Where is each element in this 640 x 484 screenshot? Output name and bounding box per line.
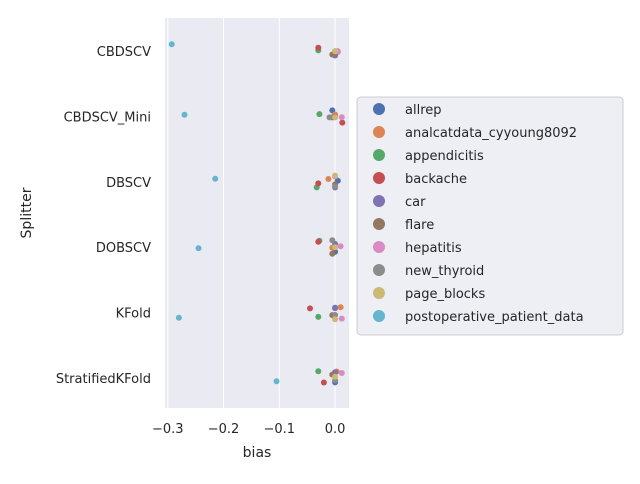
legend-label: backache [405,172,467,187]
x-tick-label: −0.2 [208,422,240,437]
data-point [315,44,322,51]
data-point [325,176,332,182]
data-point [175,314,182,321]
data-point [181,111,188,118]
data-point [337,243,344,250]
legend: allrep analcatdata_cyyoung8092 appendiciti… [356,96,624,336]
data-point [337,304,344,311]
data-point [338,114,345,121]
data-point [332,114,339,121]
legend-marker [373,149,385,161]
data-point [320,379,327,386]
data-point [315,238,322,245]
legend-label: new_thyroid [405,264,484,279]
legend-marker [373,264,385,276]
y-tick-label: StratifiedKFold [56,372,151,387]
y-axis-label: Splitter [19,187,35,238]
data-point [332,172,339,179]
legend-marker [373,172,385,184]
legend-label: postoperative_patient_data [405,310,584,325]
plot-background [165,18,349,408]
data-point [332,305,339,312]
legend-frame [356,96,624,336]
legend-label: analcatdata_cyyoung8092 [405,126,577,141]
data-point [332,183,339,190]
x-tick-label: 0.0 [325,422,346,437]
legend-marker [373,126,385,138]
data-point [195,245,202,252]
x-axis-label: bias [243,445,272,461]
data-point [332,244,339,251]
legend-label: appendicitis [405,149,484,164]
data-point [332,316,339,323]
legend-marker [373,103,385,115]
legend-label: flare [405,218,434,233]
data-point [315,180,322,187]
legend-label: page_blocks [405,287,485,302]
data-point [315,313,322,320]
data-point [273,378,280,385]
data-point [316,111,323,118]
data-point [338,315,345,322]
legend-marker [373,310,385,322]
y-tick-label: KFold [116,307,151,322]
grid-lines [167,18,336,408]
data-point [329,250,336,257]
x-tick-labels: −0.3 −0.2 −0.1 0.0 [152,422,345,437]
data-point [315,368,322,375]
legend-label: hepatitis [405,241,462,256]
y-tick-labels: CBDSCV CBDSCV_Mini DBSCV DOBSCV KFold Stratif… [56,45,151,387]
legend-marker [373,287,385,299]
x-tick-label: −0.3 [152,422,184,437]
y-tick-label: DOBSCV [96,241,151,256]
data-point [168,41,175,48]
legend-marker [373,241,385,253]
data-point [338,370,345,376]
data-point [332,48,339,55]
data-point [329,237,336,244]
y-tick-label: DBSCV [106,176,151,191]
y-tick-label: CBDSCV [97,45,151,60]
legend-marker [373,195,385,207]
legend-label: car [405,195,426,210]
x-tick-label: −0.1 [264,422,296,437]
legend-label: allrep [405,103,442,118]
data-point [332,312,339,318]
data-point [307,305,313,312]
data-point [326,114,333,121]
data-points [168,41,346,386]
y-tick-label: CBDSCV_Mini [64,110,151,125]
data-point [339,119,346,126]
legend-marker [373,218,385,230]
data-point [212,175,219,182]
data-point [332,373,339,380]
